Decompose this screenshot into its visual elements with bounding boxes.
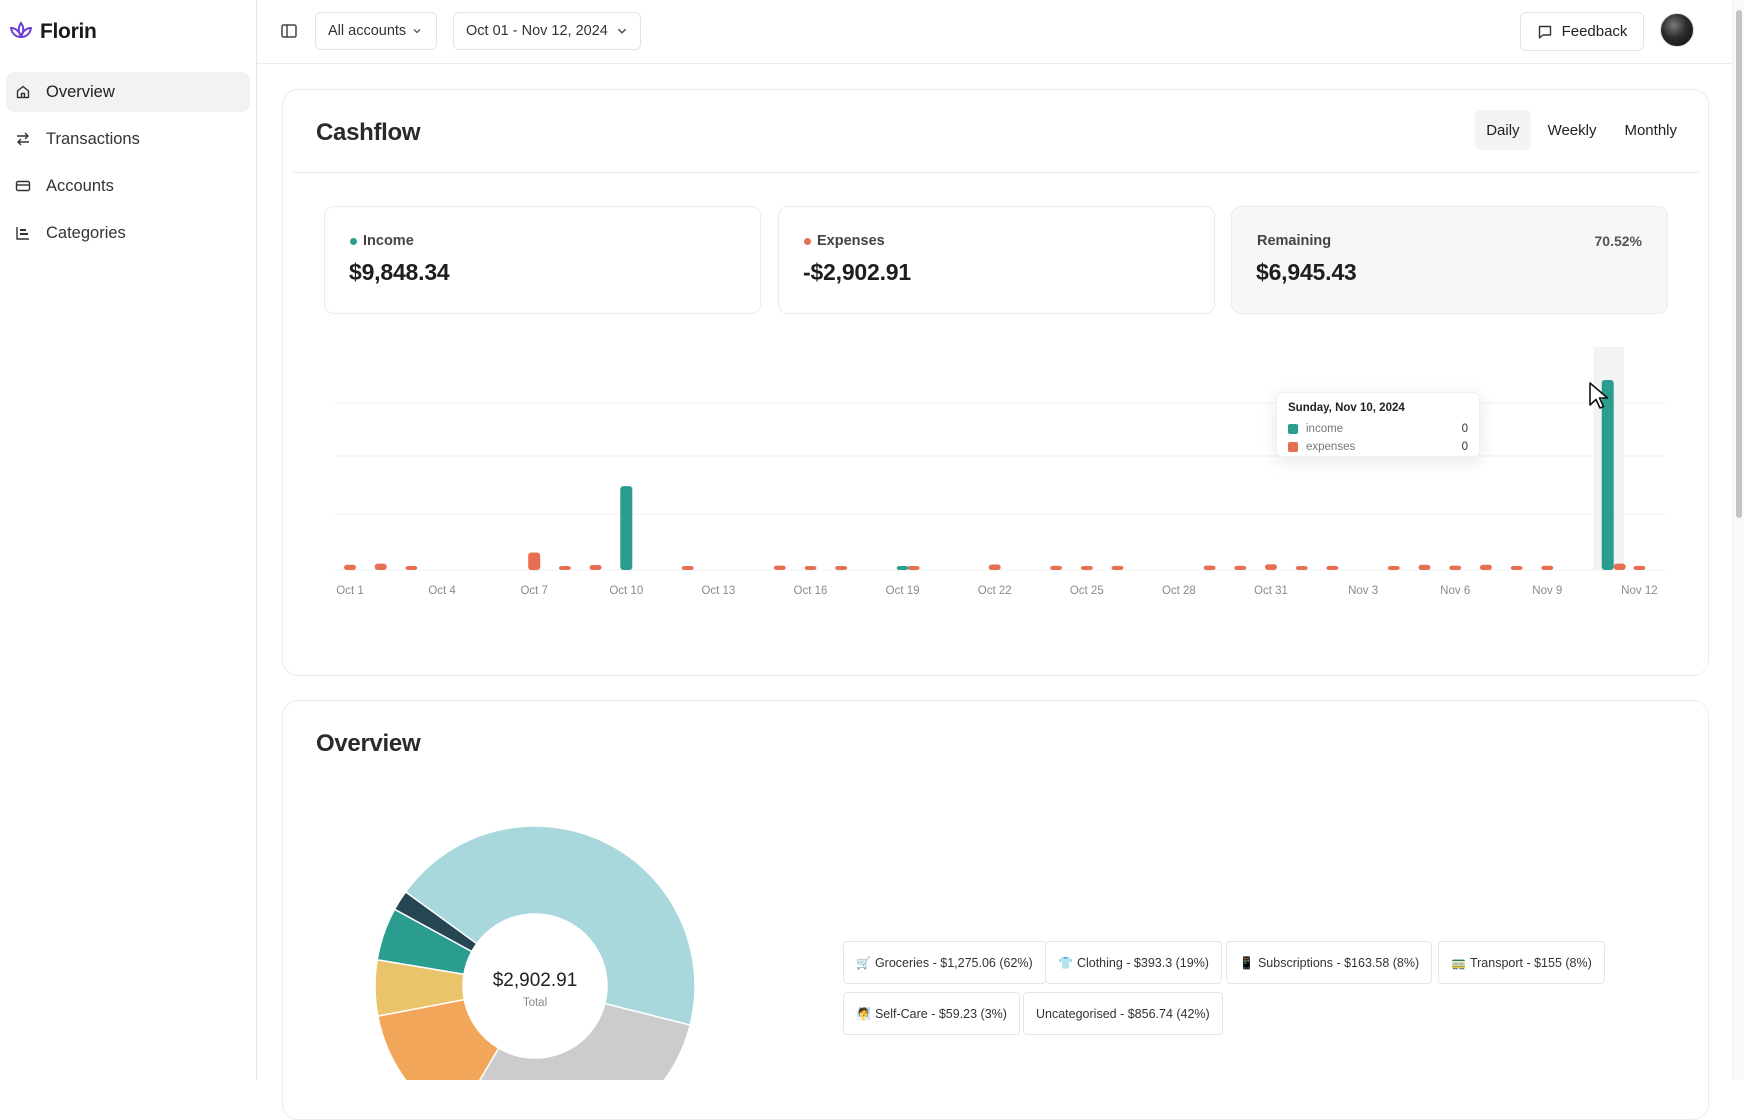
legend-item-text: Groceries - $1,275.06 (62%) [874,955,1033,970]
tooltip-expenses-name: expenses [1306,441,1356,453]
message-icon [1538,25,1551,38]
income-swatch [1288,424,1298,434]
chevron-down-icon [617,28,627,34]
app-name: Florin [40,20,97,43]
tooltip-income-value: 0 [1461,423,1468,435]
income-value: $9,848.34 [349,259,450,285]
overview-card: Overview [282,700,1709,1120]
sidebar-item-label: Accounts [46,176,114,195]
tooltip-title: Sunday, Nov 10, 2024 [1288,402,1405,414]
category-emoji-icon: 👕 [1058,955,1073,970]
tooltip-row-income: income 0 [1288,421,1468,437]
legend-item-text: Transport - $155 (8%) [1469,955,1592,970]
tooltip-expenses-value: 0 [1461,441,1468,453]
date-range-picker[interactable]: Oct 01 - Nov 12, 2024 [453,12,641,50]
legend-item-text: Clothing - $393.3 (19%) [1076,955,1209,970]
mouse-cursor-icon [1589,382,1609,409]
expenses-dot [804,237,811,245]
sidebar-item-label: Categories [46,223,126,242]
avatar[interactable] [1660,13,1694,47]
tab-monthly[interactable]: Monthly [1624,121,1677,139]
scrollbar[interactable] [1732,0,1744,1080]
sidebar-item-label: Overview [46,82,115,101]
scroll-thumb[interactable] [1736,10,1742,518]
home-icon [14,83,32,101]
brand[interactable]: Florin [8,18,97,46]
legend-item-text: Subscriptions - $163.58 (8%) [1257,955,1420,970]
overview-title: Overview [316,730,421,757]
legend-item[interactable]: 📱 Subscriptions - $163.58 (8%) [1226,941,1433,984]
sidebar-nav: Overview Transactions Accounts Categories [6,72,250,260]
divider [293,172,1700,173]
sidebar-toggle-icon[interactable] [279,21,299,41]
category-emoji-icon: 🚃 [1451,955,1466,970]
tab-daily[interactable]: Daily [1475,110,1531,150]
category-emoji-icon: 🛒 [856,955,871,970]
cashflow-card: Cashflow Daily Weekly Monthly Income $9,84… [282,89,1709,676]
legend-item[interactable]: 🧖 Self-Care - $59.23 (3%) [843,992,1020,1035]
tooltip-income-name: income [1306,423,1344,435]
sidebar-item-overview[interactable]: Overview [6,72,250,112]
income-stat: Income $9,848.34 [324,206,761,314]
tooltip-row-expenses: expenses 0 [1288,439,1468,455]
sidebar-item-label: Transactions [46,129,140,148]
tab-weekly[interactable]: Weekly [1547,121,1597,139]
credit-card-icon [14,177,32,195]
legend-item-text: Self-Care - $59.23 (3%) [874,1006,1007,1021]
sidebar-item-transactions[interactable]: Transactions [6,119,250,159]
income-dot [350,237,357,245]
remaining-value: $6,945.43 [1256,259,1357,285]
expenses-stat: Expenses -$2,902.91 [778,206,1215,314]
legend-item[interactable]: 🚃 Transport - $155 (8%) [1438,941,1605,984]
category-emoji-icon: 🧖 [856,1006,871,1021]
remaining-percent: 70.52% [1594,233,1642,249]
chart-tooltip: Sunday, Nov 10, 2024 income 0 expenses 0 [1276,392,1480,457]
remaining-stat: Remaining 70.52% $6,945.43 [1231,206,1668,314]
donut-center: $2,902.91 Total [455,970,615,1009]
feedback-label: Feedback [1561,23,1628,40]
topbar: All accounts Oct 01 - Nov 12, 2024 Feedb… [257,0,1744,64]
expenses-value: -$2,902.91 [803,259,911,285]
sidebar-item-accounts[interactable]: Accounts [6,166,250,206]
donut-total-label: Total [522,997,548,1009]
legend-item[interactable]: Uncategorised - $856.74 (42%) [1023,992,1223,1035]
cashflow-title: Cashflow [316,119,421,146]
arrows-swap-icon [14,130,32,148]
categories-icon [14,224,32,242]
remaining-label: Remaining [1257,233,1332,249]
feedback-button[interactable]: Feedback [1520,12,1644,51]
lotus-logo-icon [9,21,33,39]
chevron-down-icon [413,29,421,34]
date-range-value: Oct 01 - Nov 12, 2024 [466,23,608,39]
sidebar-item-categories[interactable]: Categories [6,213,250,253]
expenses-label: Expenses [817,233,885,249]
expenses-swatch [1288,442,1298,452]
sidebar: Florin Overview Transactions Accounts Categ… [0,0,257,1080]
legend-item[interactable]: 🛒 Groceries - $1,275.06 (62%) [843,941,1046,984]
account-select[interactable]: All accounts [315,12,437,50]
income-label: Income [363,233,414,249]
period-tabs: Daily Weekly Monthly [1475,110,1688,150]
category-emoji-icon: 📱 [1239,955,1254,970]
legend-item[interactable]: 👕 Clothing - $393.3 (19%) [1045,941,1222,984]
account-select-value: All accounts [328,23,407,39]
donut-total-value: $2,902.91 [492,970,578,991]
legend-item-text: Uncategorised - $856.74 (42%) [1036,1006,1210,1021]
